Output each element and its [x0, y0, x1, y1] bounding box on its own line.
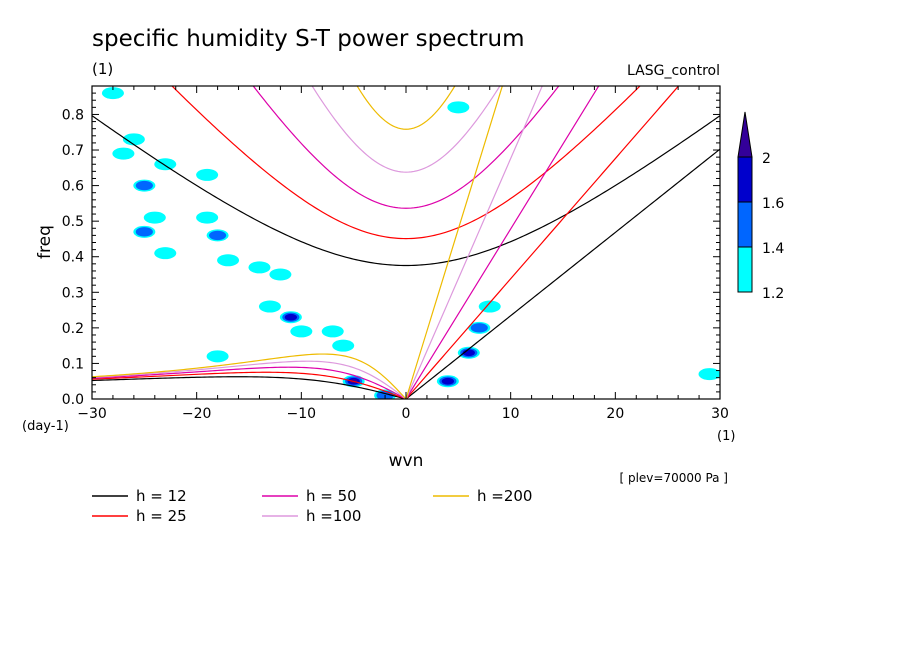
legend-label-h100: h =100 [306, 507, 361, 525]
y-tick-label: 0.0 [62, 392, 84, 408]
y-unit-label: (day-1) [22, 419, 69, 434]
power-blob [248, 261, 271, 274]
gravity-curve [92, 115, 720, 267]
gravity-curve [171, 86, 641, 240]
rossby-curve [92, 371, 407, 399]
power-blob [112, 147, 135, 160]
x-tick-label: 0 [402, 406, 411, 422]
x-tick-label: 20 [606, 406, 624, 422]
power-blob [217, 254, 240, 267]
y-tick-label: 0.7 [62, 143, 84, 159]
power-blob [698, 368, 720, 381]
power-blob [269, 268, 292, 281]
x-tick-label: 10 [502, 406, 520, 422]
x-tick-labels: −30 −20 −10 0 10 20 30 [77, 406, 729, 422]
power-blob [332, 339, 355, 352]
colorbar-segment-1-4 [737, 201, 753, 248]
kelvin-curve [405, 86, 600, 399]
power-blob [196, 211, 219, 224]
power-blob [122, 133, 145, 146]
rossby-curve [92, 366, 407, 399]
legend-label-h12: h = 12 [136, 487, 187, 505]
plot-area [92, 86, 720, 399]
legend: h = 12 h = 25 h = 50 h =100 h =200 [92, 487, 532, 525]
colorbar-arrow [737, 111, 753, 158]
power-blob [143, 211, 166, 224]
x-unit-label: (1) [717, 429, 735, 444]
gravity-curve [356, 86, 456, 130]
kelvin-curve [405, 86, 543, 399]
colorbar-label-1-2: 1.2 [762, 286, 784, 302]
power-blob [101, 87, 124, 100]
power-blob [206, 350, 229, 363]
rossby-curve [92, 360, 407, 399]
y-tick-label: 0.2 [62, 321, 84, 337]
y-tick-label: 0.4 [62, 250, 84, 266]
rossby-curve [92, 376, 407, 399]
y-tick-label: 0.3 [62, 285, 84, 301]
kelvin-curve [405, 86, 680, 399]
power-blob [290, 325, 313, 338]
power-blob [135, 227, 153, 237]
y-tick-labels: 0.0 0.1 0.2 0.3 0.4 0.5 0.6 0.7 0.8 [62, 107, 84, 408]
legend-label-h50: h = 50 [306, 487, 357, 505]
x-tick-label: 30 [711, 406, 729, 422]
axis-ticks [91, 85, 721, 400]
y-tick-label: 0.1 [62, 356, 84, 372]
power-blob [284, 313, 298, 321]
legend-label-h200: h =200 [477, 487, 532, 505]
power-blob [447, 101, 470, 114]
power-blob [321, 325, 344, 338]
power-shading [101, 87, 720, 399]
chart-title: specific humidity S-T power spectrum [92, 26, 524, 52]
gravity-curve [311, 86, 501, 173]
kelvin-curve [405, 86, 503, 399]
power-blob [135, 180, 153, 191]
x-tick-label: −10 [287, 406, 317, 422]
colorbar-label-2: 2 [762, 151, 771, 167]
x-tick-label: −30 [77, 406, 107, 422]
power-blob [441, 377, 455, 385]
legend-label-h25: h = 25 [136, 507, 187, 525]
x-tick-label: −20 [182, 406, 212, 422]
x-axis-label: wvn [389, 451, 424, 471]
kelvin-curve [405, 148, 720, 399]
rossby-curve [92, 353, 407, 399]
colorbar-label-1-6: 1.6 [762, 196, 784, 212]
power-blob [209, 230, 227, 241]
colorbar: 2 1.6 1.4 1.2 [737, 111, 784, 302]
y-tick-label: 0.5 [62, 214, 84, 230]
colorbar-segment-1-6 [737, 156, 753, 203]
colorbar-label-1-4: 1.4 [762, 241, 784, 257]
gravity-curve [252, 86, 560, 209]
dispersion-curves [92, 86, 720, 399]
power-blob [258, 300, 281, 313]
units-label: (1) [92, 60, 113, 78]
power-blob [154, 247, 177, 260]
y-axis-label: freq [35, 225, 55, 259]
power-blob [470, 323, 488, 333]
y-tick-label: 0.6 [62, 179, 84, 195]
run-label: LASG_control [627, 63, 720, 79]
power-blob [196, 168, 219, 181]
pressure-level-note: [ plev=70000 Pa ] [619, 471, 728, 485]
y-tick-label: 0.8 [62, 107, 84, 123]
colorbar-segment-1-2 [737, 246, 753, 293]
